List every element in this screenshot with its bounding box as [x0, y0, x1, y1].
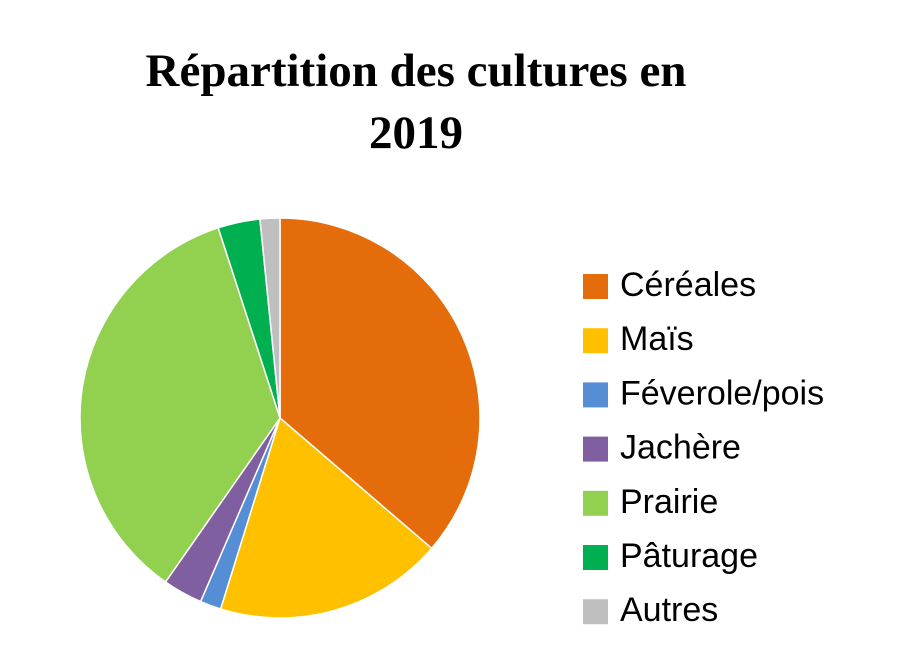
- legend-label: Prairie: [620, 483, 718, 521]
- legend-label: Maïs: [620, 320, 694, 358]
- legend-label: Féverole/pois: [620, 374, 824, 412]
- legend-swatch: [583, 490, 608, 516]
- legend-label: Céréales: [620, 266, 756, 304]
- pie-slice: [259, 217, 281, 419]
- pie-slice: [219, 416, 433, 619]
- legend-swatch: [583, 274, 608, 299]
- chart-title: Répartition des cultures en 2019: [145, 45, 687, 159]
- legend-label: Pâturage: [620, 537, 758, 575]
- legend-label: Autres: [620, 591, 718, 629]
- legend-swatch: [583, 436, 608, 462]
- legend-swatch: [583, 545, 608, 570]
- legend-swatch: [583, 382, 608, 408]
- pie-slice: [79, 226, 281, 584]
- legend-swatch: [583, 599, 608, 625]
- legend-swatch: [583, 328, 608, 354]
- legend-label: Jachère: [620, 429, 741, 467]
- pie-slice: [279, 217, 481, 550]
